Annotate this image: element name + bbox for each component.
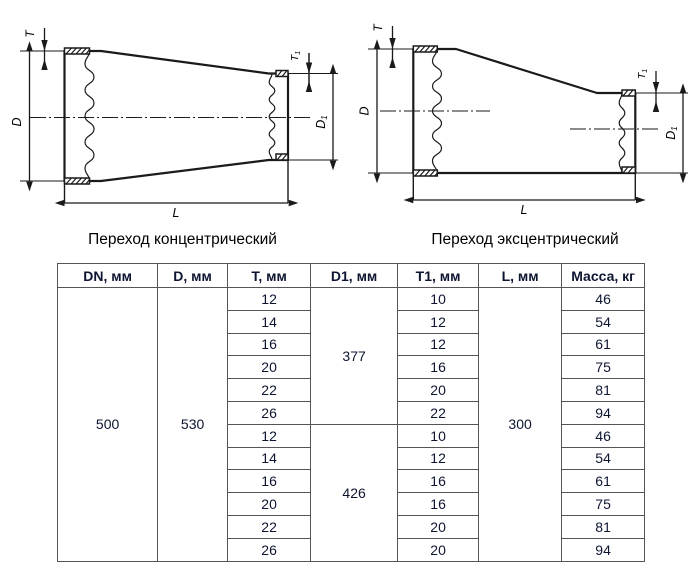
- svg-text:D1: D1: [664, 126, 679, 139]
- svg-text:T: T: [23, 29, 37, 38]
- svg-text:L: L: [521, 203, 528, 217]
- svg-text:D1: D1: [314, 115, 329, 128]
- svg-text:T: T: [371, 23, 385, 32]
- svg-text:L: L: [173, 206, 180, 220]
- svg-text:D: D: [358, 106, 372, 115]
- svg-text:T1: T1: [289, 51, 302, 61]
- svg-text:D: D: [10, 117, 24, 126]
- svg-text:T1: T1: [636, 69, 649, 79]
